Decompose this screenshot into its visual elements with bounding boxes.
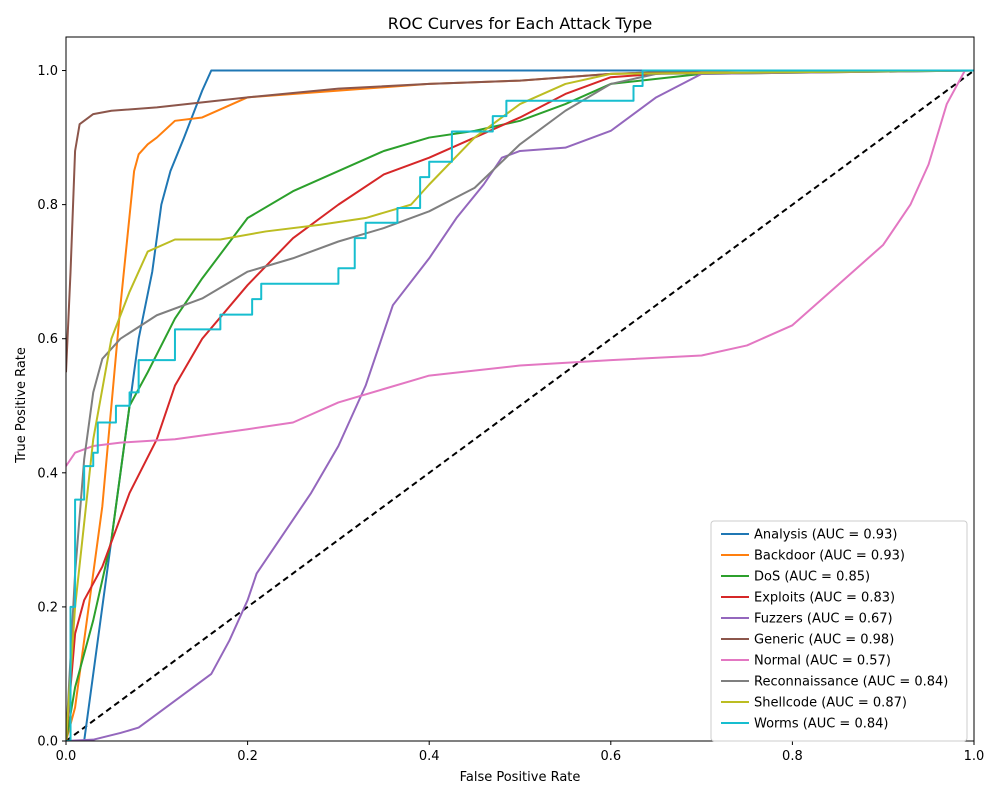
y-axis-ticks: 0.0 0.2 0.4 0.6 0.8 1.0: [37, 64, 66, 750]
legend-label: Fuzzers (AUC = 0.67): [754, 612, 893, 627]
legend-label: Analysis (AUC = 0.93): [754, 528, 897, 543]
y-tick-label: 0.2: [37, 600, 58, 615]
x-axis-ticks: 0.0 0.2 0.4 0.6 0.8 1.0: [56, 741, 985, 764]
y-tick-label: 0.4: [37, 466, 58, 481]
legend-label: Normal (AUC = 0.57): [754, 654, 891, 669]
legend-box: [710, 520, 968, 742]
x-tick-label: 0.2: [237, 749, 258, 764]
chart-title: ROC Curves for Each Attack Type: [388, 14, 653, 33]
series-line-9: [66, 69, 974, 741]
x-tick-label: 0.8: [782, 749, 803, 764]
x-tick-label: 0.6: [600, 749, 621, 764]
series-line-5: [66, 69, 974, 373]
x-tick-label: 0.0: [56, 749, 77, 764]
plot-area: [65, 36, 975, 742]
x-tick-label: 1.0: [964, 749, 985, 764]
x-tick-label: 0.4: [419, 749, 440, 764]
series-line-4: [66, 69, 974, 741]
y-tick-label: 0.0: [37, 735, 58, 750]
series-line-0: [66, 69, 974, 741]
legend: Analysis (AUC = 0.93) Backdoor (AUC = 0.9…: [710, 520, 968, 742]
y-tick-label: 0.8: [37, 198, 58, 213]
series-lines: [66, 69, 974, 741]
y-axis-label: True Positive Rate: [14, 347, 29, 464]
legend-label: Exploits (AUC = 0.83): [754, 591, 895, 606]
plot-frame: [65, 36, 975, 742]
legend-label: Worms (AUC = 0.84): [754, 717, 888, 732]
series-line-3: [66, 69, 974, 741]
series-line-6: [66, 69, 974, 467]
y-tick-label: 0.6: [37, 332, 58, 347]
y-tick-label: 1.0: [37, 64, 58, 79]
legend-label: Shellcode (AUC = 0.87): [754, 696, 907, 711]
legend-label: Generic (AUC = 0.98): [754, 633, 894, 648]
series-line-7: [66, 69, 974, 741]
x-axis-label: False Positive Rate: [460, 770, 581, 785]
legend-label: DoS (AUC = 0.85): [754, 570, 870, 585]
legend-label: Reconnaissance (AUC = 0.84): [754, 675, 948, 690]
legend-label: Backdoor (AUC = 0.93): [754, 549, 905, 564]
diagonal-reference-line: [66, 69, 974, 741]
